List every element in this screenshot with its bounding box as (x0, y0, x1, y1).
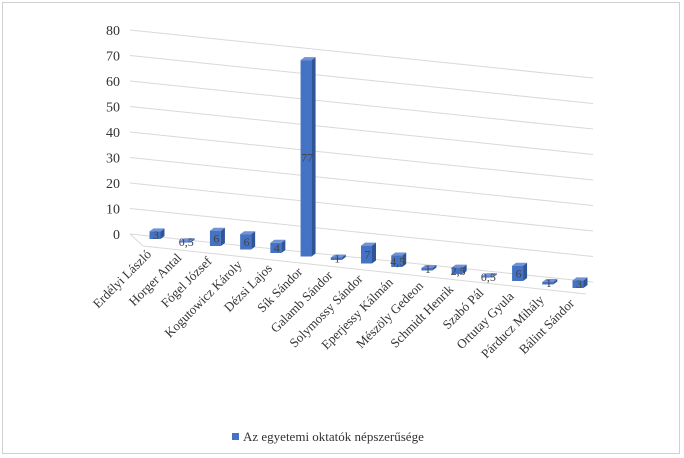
bar-top (209, 227, 225, 231)
y-tick-label: 80 (106, 24, 120, 39)
y-tick-label: 50 (106, 101, 120, 116)
bar-side (220, 227, 225, 246)
gridlines (129, 29, 594, 295)
bar-top (451, 264, 467, 268)
y-tick-label: 40 (106, 126, 120, 141)
bar (209, 230, 221, 246)
bar-top (361, 242, 376, 246)
chart-area: 0 10 20 30 40 50 60 70 80 3 0,5 6 6 4 77 1 7 4,5 1 2,5 0,5 6… (90, 24, 594, 444)
data-label: 0,5 (481, 270, 496, 284)
bar-top (512, 262, 528, 266)
y-tick-label: 20 (106, 177, 120, 192)
bar-top (330, 254, 346, 258)
data-label: 77 (301, 151, 313, 165)
bar (330, 257, 342, 260)
data-label: 4,5 (390, 254, 405, 268)
bar-top (542, 278, 558, 282)
bar-side (372, 242, 376, 264)
data-label: 7 (365, 248, 371, 262)
bar-side (281, 239, 286, 253)
bar (391, 255, 403, 267)
bar-top (149, 228, 165, 232)
y-tick-label: 10 (106, 203, 120, 218)
data-label: 6 (213, 231, 219, 245)
gridline (129, 55, 594, 104)
bar-top (270, 239, 286, 243)
data-label: 6 (244, 235, 250, 249)
floor-edge (129, 233, 144, 247)
data-label: 3 (153, 228, 159, 242)
legend: Az egyetemi oktatók népszerűsége (232, 429, 424, 444)
bar-side (553, 278, 558, 285)
legend-label: Az egyetemi oktatók népszerűsége (243, 429, 424, 444)
data-label: 6 (516, 266, 522, 280)
data-label: 1 (425, 262, 431, 276)
gridline (129, 106, 594, 155)
bar-side (251, 231, 256, 250)
bar-side (402, 252, 407, 267)
data-labels: 3 0,5 6 6 4 77 1 7 4,5 1 2,5 0,5 6 1 3 (153, 151, 582, 292)
legend-swatch (232, 433, 239, 440)
y-axis-ticks: 0 10 20 30 40 50 60 70 80 (106, 24, 120, 243)
gridline (129, 131, 594, 181)
gridline (129, 208, 594, 257)
bar-top (481, 273, 497, 277)
bar-top (300, 57, 316, 61)
bar-side (160, 228, 165, 239)
bar (300, 60, 312, 257)
bar-top (421, 264, 437, 268)
gridline (129, 157, 594, 206)
bar (421, 267, 433, 271)
chart-frame: 0 10 20 30 40 50 60 70 80 3 0,5 6 6 4 77 1 7 4,5 1 2,5 0,5 6… (2, 2, 680, 454)
bar (542, 281, 554, 285)
y-tick-label: 30 (106, 152, 120, 167)
data-label: 1 (546, 276, 552, 290)
bar-top (240, 231, 256, 235)
bar-side (523, 262, 528, 281)
y-tick-label: 0 (113, 228, 120, 243)
data-label: 3 (576, 277, 582, 291)
bar (179, 241, 191, 243)
y-tick-label: 70 (106, 50, 120, 65)
bar-side (190, 238, 195, 243)
bar (512, 265, 524, 281)
bars (149, 57, 588, 288)
bar (149, 231, 161, 239)
bar (572, 280, 584, 288)
y-tick-label: 60 (106, 75, 120, 90)
bar (361, 245, 372, 264)
bar (481, 276, 493, 278)
data-label: 0,5 (179, 235, 194, 249)
bar-side (583, 277, 588, 288)
data-label: 1 (334, 252, 340, 266)
bar-side (311, 57, 316, 257)
gridline (129, 29, 594, 79)
bar-top (179, 238, 195, 242)
bar-top (391, 252, 407, 256)
bar-side (492, 273, 497, 278)
bar (270, 242, 282, 253)
bar-top (572, 277, 588, 281)
bar-side (432, 264, 437, 271)
gridline (129, 182, 594, 232)
gridline (129, 80, 594, 130)
bar (451, 267, 463, 274)
bar (240, 234, 252, 250)
floor-front-edge (142, 245, 587, 295)
data-label: 4 (274, 241, 280, 255)
bar-side (462, 264, 467, 274)
data-label: 2,5 (451, 264, 466, 278)
bar-side (341, 254, 346, 260)
